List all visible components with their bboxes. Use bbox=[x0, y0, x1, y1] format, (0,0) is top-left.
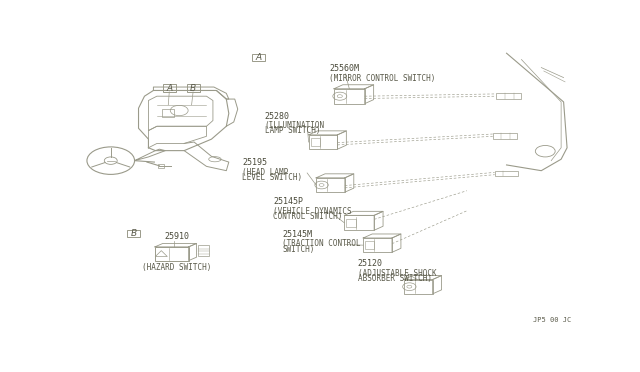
Bar bbox=[404, 279, 433, 294]
Text: (VEHICLE DYNAMICS: (VEHICLE DYNAMICS bbox=[273, 207, 352, 216]
Bar bbox=[158, 164, 164, 167]
Text: (MIRROR CONTROL SWITCH): (MIRROR CONTROL SWITCH) bbox=[329, 74, 435, 83]
Bar bbox=[316, 178, 345, 192]
Bar bbox=[127, 230, 140, 237]
Bar bbox=[155, 247, 189, 261]
Text: ABSORBER SWITCH): ABSORBER SWITCH) bbox=[358, 274, 432, 283]
Text: (ADJUSTABLE SHOCK: (ADJUSTABLE SHOCK bbox=[358, 269, 436, 278]
Text: 25910: 25910 bbox=[164, 231, 189, 241]
Text: (HAZARD SWITCH): (HAZARD SWITCH) bbox=[142, 263, 211, 272]
Bar bbox=[334, 89, 365, 104]
Text: CONTROL SWITCH): CONTROL SWITCH) bbox=[273, 212, 343, 221]
Text: SWITCH): SWITCH) bbox=[282, 244, 315, 254]
Text: A: A bbox=[166, 84, 172, 93]
Text: 25280: 25280 bbox=[264, 112, 289, 121]
Text: LEVEL SWITCH): LEVEL SWITCH) bbox=[242, 173, 302, 182]
Bar bbox=[198, 244, 209, 256]
Bar bbox=[187, 84, 200, 92]
Bar bbox=[495, 93, 522, 99]
Text: (HEAD LAMP: (HEAD LAMP bbox=[242, 168, 289, 177]
Bar bbox=[310, 138, 320, 146]
Text: 25195: 25195 bbox=[242, 158, 267, 167]
Bar bbox=[365, 241, 374, 249]
Text: 25145P: 25145P bbox=[273, 198, 303, 206]
Bar bbox=[252, 54, 265, 61]
Text: (ILLUMINATION: (ILLUMINATION bbox=[264, 121, 324, 130]
Text: 25145M: 25145M bbox=[282, 230, 312, 239]
Bar bbox=[346, 219, 356, 227]
Text: B: B bbox=[131, 229, 136, 238]
Text: 25560M: 25560M bbox=[329, 64, 359, 73]
Text: JP5 00 JC: JP5 00 JC bbox=[532, 317, 571, 323]
Bar bbox=[308, 135, 337, 149]
Bar bbox=[364, 238, 392, 252]
Text: LAMP SWITCH): LAMP SWITCH) bbox=[264, 126, 320, 135]
Bar bbox=[495, 171, 518, 176]
Text: (TRACTION CONTROL: (TRACTION CONTROL bbox=[282, 240, 361, 248]
Bar bbox=[493, 133, 518, 139]
Bar bbox=[344, 215, 374, 230]
Bar bbox=[163, 84, 176, 92]
Text: B: B bbox=[190, 84, 196, 93]
Text: A: A bbox=[255, 53, 262, 62]
Bar bbox=[162, 109, 174, 117]
Text: 25120: 25120 bbox=[358, 259, 383, 268]
